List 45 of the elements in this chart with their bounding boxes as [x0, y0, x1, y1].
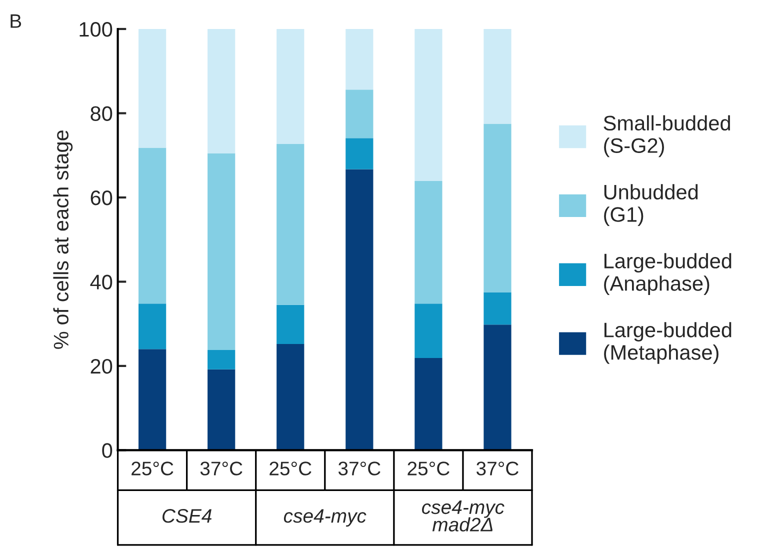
bar	[414, 304, 442, 358]
bar	[276, 144, 304, 305]
bar	[138, 304, 166, 350]
legend-label: Large-budded (Anaphase)	[604, 253, 732, 295]
y-tick-label: 100	[80, 22, 112, 37]
x-tick-label: 25°C	[408, 462, 450, 476]
bar	[484, 124, 512, 292]
bar	[346, 138, 374, 170]
y-tick-label: 40	[90, 274, 112, 290]
bar	[138, 349, 166, 450]
bar	[484, 324, 512, 450]
bar	[276, 28, 304, 144]
y-tick-label: 80	[90, 106, 112, 121]
y-axis-title: % of cells at each stage	[53, 130, 73, 349]
x-tick-label: 37°C	[200, 462, 242, 476]
legend-label: Unbudded (G1)	[604, 184, 698, 226]
text: CSE4	[162, 509, 212, 523]
bar	[484, 28, 512, 124]
bar	[138, 28, 166, 148]
text: cse4-myc	[284, 509, 366, 527]
bar	[138, 148, 166, 304]
legend-label: Small-budded (S-G2)	[604, 115, 730, 158]
bar	[414, 358, 442, 450]
y-tick-label: 20	[90, 358, 112, 374]
x-tick-label: 25°C	[132, 462, 174, 476]
bar	[208, 350, 236, 370]
bar	[208, 153, 236, 350]
legend-label: Large-budded (Metaphase)	[604, 322, 732, 364]
x-tick-label: 37°C	[476, 462, 518, 476]
text: cse4-myc mad2Δ	[422, 500, 504, 532]
bar	[346, 28, 374, 90]
text: B	[10, 14, 22, 28]
y-tick-label: 0	[102, 443, 112, 458]
bar	[346, 169, 374, 450]
bar	[276, 344, 304, 450]
bar	[208, 369, 236, 450]
bar	[208, 28, 236, 154]
x-tick-label: 25°C	[270, 462, 312, 476]
bar	[346, 90, 374, 138]
bar	[484, 292, 512, 325]
bar	[414, 28, 442, 182]
bar	[414, 181, 442, 304]
bar	[276, 304, 304, 344]
x-tick-label: 37°C	[338, 462, 380, 476]
y-tick-label: 60	[90, 190, 112, 206]
